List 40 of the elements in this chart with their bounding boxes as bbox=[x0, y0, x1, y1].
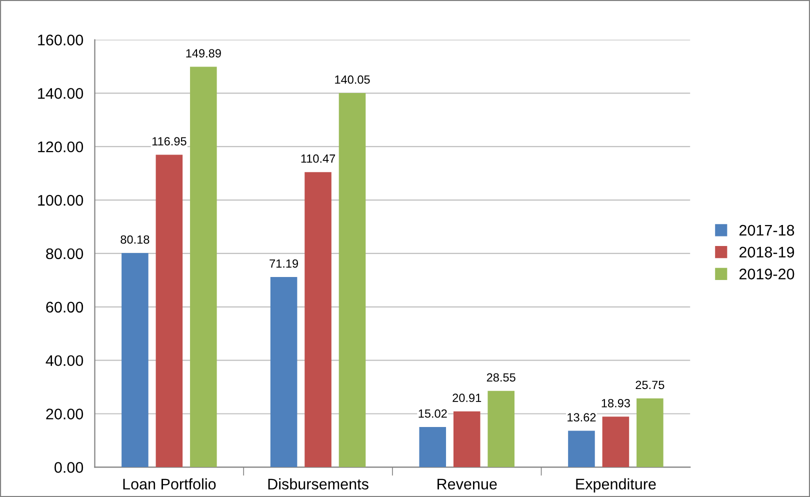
data-label: 71.19 bbox=[270, 259, 298, 268]
data-label: 18.93 bbox=[602, 398, 630, 408]
data-label: 110.47 bbox=[301, 154, 336, 163]
x-tick-label: Disbursements bbox=[268, 478, 368, 490]
x-tick-label: Loan Portfolio bbox=[123, 478, 216, 490]
bar bbox=[488, 390, 514, 468]
legend-label: 2018-19 bbox=[739, 246, 794, 258]
y-tick-label: 120.00 bbox=[38, 141, 84, 152]
bar bbox=[156, 154, 183, 468]
bar bbox=[338, 93, 366, 468]
y-tick-label: 160.00 bbox=[38, 34, 84, 46]
data-label: 80.18 bbox=[120, 235, 150, 244]
legend-label: 2019-20 bbox=[739, 268, 794, 280]
bar bbox=[190, 66, 217, 468]
data-label: 116.95 bbox=[152, 137, 186, 146]
data-label: 13.62 bbox=[568, 413, 596, 422]
legend-label: 2017-18 bbox=[739, 224, 794, 236]
data-label: 28.55 bbox=[486, 373, 516, 382]
x-tick-label: Revenue bbox=[438, 478, 497, 490]
bar bbox=[270, 277, 298, 468]
bar bbox=[636, 398, 664, 468]
y-tick-label: 20.00 bbox=[46, 408, 84, 420]
y-tick-label: 60.00 bbox=[46, 302, 84, 313]
y-tick-label: 80.00 bbox=[46, 248, 84, 260]
data-label: 25.75 bbox=[636, 380, 664, 390]
data-label: 140.05 bbox=[335, 75, 370, 84]
data-label: 149.89 bbox=[186, 49, 221, 58]
data-label: 15.02 bbox=[418, 409, 447, 418]
y-tick-label: 40.00 bbox=[46, 355, 84, 366]
y-tick-label: 100.00 bbox=[38, 194, 84, 206]
bar bbox=[602, 416, 630, 468]
bar bbox=[453, 411, 480, 468]
y-tick-label: 0.00 bbox=[54, 462, 84, 473]
y-tick-label: 140.00 bbox=[38, 88, 84, 99]
bar bbox=[304, 172, 332, 468]
bar bbox=[419, 427, 446, 468]
data-label: 20.91 bbox=[452, 394, 482, 402]
bar bbox=[122, 252, 148, 468]
bar bbox=[568, 430, 595, 468]
x-tick-label: Expenditure bbox=[576, 478, 656, 493]
